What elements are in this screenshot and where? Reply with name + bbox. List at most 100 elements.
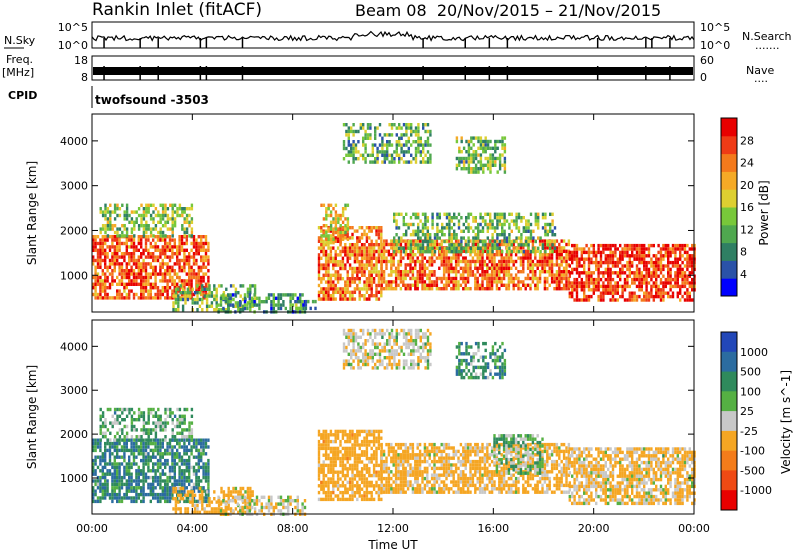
data-cell	[111, 269, 114, 273]
data-cell	[118, 438, 121, 442]
data-cell	[325, 224, 328, 228]
data-cell	[607, 264, 610, 268]
data-cell	[178, 445, 181, 449]
data-cell	[688, 284, 691, 289]
data-cell	[116, 248, 119, 252]
data-cell	[339, 253, 342, 257]
data-cell	[205, 287, 209, 291]
data-cell	[224, 300, 227, 304]
data-cell	[156, 292, 160, 297]
data-cell	[130, 479, 133, 483]
data-cell	[344, 246, 347, 250]
data-cell	[515, 250, 518, 254]
data-cell	[94, 238, 97, 242]
data-cell	[538, 276, 542, 281]
data-cell	[132, 292, 136, 297]
data-cell	[166, 407, 170, 412]
data-cell	[604, 247, 607, 251]
data-cell	[395, 143, 398, 147]
data-cell	[650, 260, 653, 265]
data-cell	[149, 289, 152, 293]
data-cell	[534, 273, 537, 277]
data-cell	[180, 279, 184, 283]
data-cell	[135, 492, 138, 497]
data-cell	[372, 243, 376, 247]
data-cell	[681, 260, 684, 265]
data-cell	[130, 238, 133, 242]
data-cell	[454, 263, 458, 267]
data-cell	[558, 283, 561, 287]
data-cell	[108, 462, 112, 466]
data-cell	[130, 282, 133, 286]
y-tick-label: 1000	[60, 269, 88, 282]
data-cell	[688, 298, 691, 302]
data-cell	[309, 306, 312, 311]
data-cell	[645, 291, 648, 295]
data-cell	[137, 492, 140, 497]
data-cell	[638, 243, 641, 248]
data-cell	[376, 126, 379, 130]
data-cell	[416, 239, 419, 243]
data-cell	[390, 133, 394, 137]
data-cell	[128, 482, 131, 487]
data-cell	[525, 222, 528, 227]
data-cell	[585, 294, 588, 299]
data-cell	[173, 217, 177, 221]
data-cell	[135, 469, 138, 473]
data-cell	[299, 296, 302, 300]
data-cell	[534, 276, 537, 281]
data-cell	[116, 431, 119, 435]
data-cell	[334, 256, 337, 260]
data-cell	[118, 269, 121, 273]
data-cell	[440, 256, 443, 260]
data-cell	[185, 462, 188, 466]
data-cell	[388, 153, 391, 157]
data-cell	[520, 216, 523, 220]
data-cell	[344, 266, 347, 271]
data-cell	[154, 414, 158, 418]
data-cell	[548, 283, 551, 287]
data-cell	[580, 257, 583, 261]
data-cell	[128, 279, 131, 283]
data-cell	[529, 266, 532, 270]
data-cell	[388, 143, 391, 147]
data-cell	[479, 239, 482, 244]
data-cell	[488, 242, 491, 247]
data-cell	[96, 441, 100, 446]
data-cell	[123, 424, 126, 429]
data-cell	[693, 284, 696, 289]
data-cell	[173, 224, 177, 228]
data-cell	[494, 163, 497, 167]
data-cell	[118, 207, 122, 211]
data-cell	[348, 294, 352, 298]
data-cell	[645, 247, 648, 251]
data-cell	[161, 292, 164, 297]
data-cell	[568, 274, 571, 278]
data-cell	[460, 250, 463, 254]
data-cell	[176, 275, 179, 280]
data-cell	[188, 286, 191, 290]
data-cell	[445, 212, 449, 216]
data-cell	[462, 273, 465, 277]
data-cell	[185, 241, 188, 246]
data-cell	[450, 233, 453, 237]
data-cell	[336, 246, 340, 250]
data-cell	[571, 291, 574, 295]
data-cell	[543, 270, 547, 274]
data-cell	[647, 260, 651, 265]
data-cell	[152, 489, 155, 493]
data-cell	[568, 294, 571, 299]
data-cell	[458, 160, 461, 164]
beam-and-dates: Beam 08 20/Nov/2015 – 21/Nov/2015	[355, 3, 661, 19]
data-cell	[503, 136, 507, 140]
data-cell	[498, 212, 501, 216]
colorbar-tick-label: 12	[740, 223, 754, 236]
data-cell	[662, 291, 665, 295]
data-cell	[197, 241, 200, 246]
data-cell	[498, 259, 501, 264]
data-cell	[481, 280, 484, 284]
data-cell	[402, 270, 405, 274]
data-cell	[491, 243, 494, 247]
data-cell	[128, 407, 131, 412]
data-cell	[402, 123, 406, 127]
